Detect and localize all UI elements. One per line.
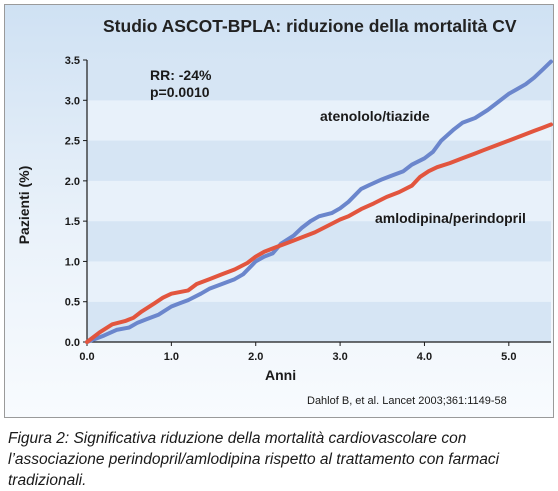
grid-band (87, 301, 551, 342)
grid-band (87, 221, 551, 262)
y-axis-label: Pazienti (%) (16, 166, 32, 245)
series-line-atenololo (85, 59, 553, 344)
grid-band (87, 100, 551, 141)
y-tick-label: 3.0 (65, 95, 80, 107)
rr-annotation: RR: -24% (150, 67, 212, 83)
x-tick-label: 2.0 (248, 351, 263, 363)
y-tick-label: 1.5 (65, 216, 80, 228)
x-tick-label: 4.0 (417, 351, 432, 363)
y-tick-label: 3.5 (65, 55, 80, 67)
y-tick-label: 0.5 (65, 297, 80, 309)
figure-caption: Figura 2: Significativa riduzione della … (8, 430, 500, 489)
chart: 0.0 0.5 1.0 1.5 2.0 2.5 3.0 3.5 0.0 1.0 2.0 3.0 4.0 5… (16, 16, 553, 407)
y-tick-label: 1.0 (65, 256, 80, 268)
x-tick-label: 3.0 (332, 351, 347, 363)
series-line-amlodipina (85, 122, 553, 344)
grid-band (87, 140, 551, 181)
grid-band (87, 60, 551, 101)
chart-title: Studio ASCOT-BPLA: riduzione della morta… (103, 16, 517, 36)
x-tick-label: 1.0 (164, 351, 179, 363)
x-tick-label: 5.0 (501, 351, 516, 363)
p-value-annotation: p=0.0010 (150, 84, 210, 100)
y-tick-label: 2.0 (65, 176, 80, 188)
series-lines (85, 59, 553, 344)
series-label-atenololo: atenololo/tiazide (320, 108, 430, 124)
series-label-amlodipina: amlodipina/perindopril (375, 210, 526, 226)
source-citation: Dahlof B, et al. Lancet 2003;361:1149-58 (307, 395, 507, 407)
axis-ticks: 0.0 0.5 1.0 1.5 2.0 2.5 3.0 3.5 0.0 1.0 2.0 3.0 4.0 5… (65, 55, 517, 363)
x-axis-label: Anni (265, 367, 296, 383)
x-tick-label: 0.0 (79, 351, 94, 363)
figure-panel: 0.0 0.5 1.0 1.5 2.0 2.5 3.0 3.5 0.0 1.0 2.0 3.0 4.0 5… (4, 4, 554, 418)
y-tick-label: 2.5 (65, 136, 80, 148)
y-tick-label: 0.0 (65, 337, 80, 349)
grid-band (87, 261, 551, 302)
